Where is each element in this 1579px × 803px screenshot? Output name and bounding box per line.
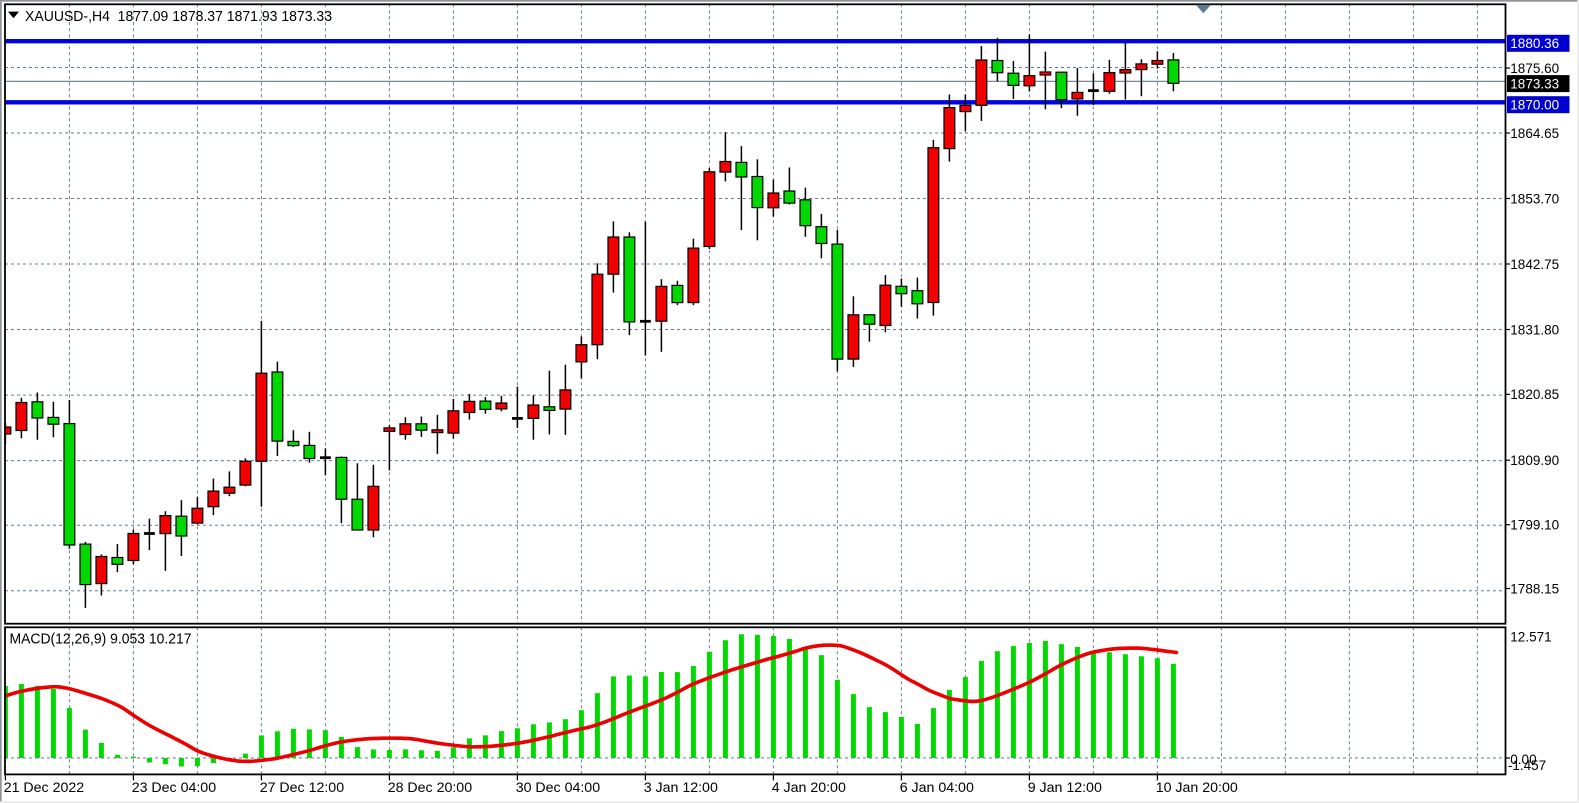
svg-text:XAUUSD-,H4 1877.09 1878.37 18: XAUUSD-,H4 1877.09 1878.37 1871.93 1873.… [25,8,332,25]
svg-text:-1.457: -1.457 [1508,758,1546,773]
svg-text:10 Jan 20:00: 10 Jan 20:00 [1156,780,1238,796]
svg-text:3 Jan 12:00: 3 Jan 12:00 [644,780,718,796]
svg-text:1788.15: 1788.15 [1510,581,1559,596]
svg-text:1820.85: 1820.85 [1510,387,1559,402]
svg-text:1809.90: 1809.90 [1510,453,1559,468]
svg-text:1799.10: 1799.10 [1510,518,1559,533]
svg-text:1873.33: 1873.33 [1510,76,1559,91]
svg-text:21 Dec 2022: 21 Dec 2022 [4,780,85,796]
svg-text:MACD(12,26,9) 9.053 10.217: MACD(12,26,9) 9.053 10.217 [10,630,192,647]
svg-text:9 Jan 12:00: 9 Jan 12:00 [1028,780,1102,796]
svg-text:1864.65: 1864.65 [1510,126,1559,141]
svg-text:6 Jan 04:00: 6 Jan 04:00 [900,780,974,796]
svg-text:1842.75: 1842.75 [1510,257,1559,272]
svg-text:1870.00: 1870.00 [1510,98,1559,113]
svg-text:1853.70: 1853.70 [1510,191,1559,206]
svg-text:12.571: 12.571 [1510,629,1551,644]
svg-text:27 Dec 12:00: 27 Dec 12:00 [260,780,345,796]
svg-text:1875.60: 1875.60 [1510,61,1559,76]
svg-text:4 Jan 20:00: 4 Jan 20:00 [772,780,846,796]
svg-text:0.00: 0.00 [1510,752,1536,767]
svg-text:28 Dec 20:00: 28 Dec 20:00 [388,780,473,796]
svg-text:23 Dec 04:00: 23 Dec 04:00 [132,780,217,796]
svg-text:30 Dec 04:00: 30 Dec 04:00 [516,780,601,796]
svg-text:1880.36: 1880.36 [1510,36,1559,51]
svg-text:1831.80: 1831.80 [1510,322,1559,337]
